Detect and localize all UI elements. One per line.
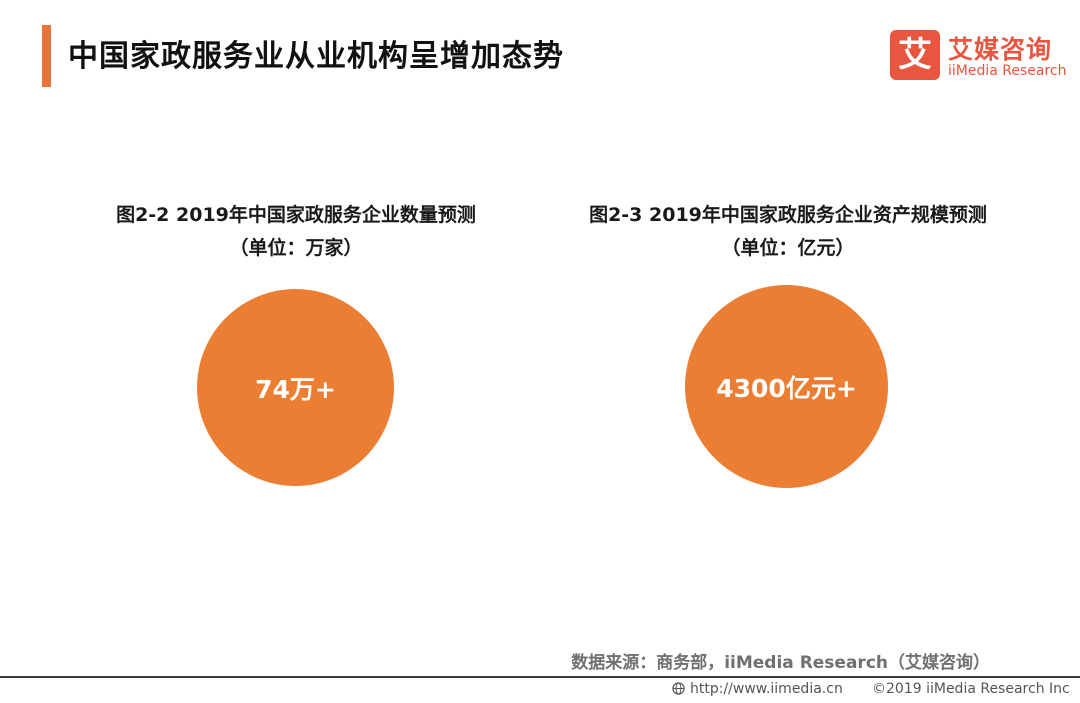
figure-title: 图2-3 2019年中国家政服务企业资产规模预测 — [589, 204, 987, 226]
bubble-enterprise-count: 74万+ — [197, 289, 394, 486]
logo-name-en: iiMedia Research — [948, 63, 1067, 79]
figure-enterprise-count: 图2-2 2019年中国家政服务企业数量预测 （单位：万家） — [66, 200, 526, 260]
brand-logo: 艾 艾媒咨询 iiMedia Research — [890, 30, 1067, 82]
page-title: 中国家政服务业从业机构呈增加态势 — [68, 39, 564, 74]
footer-url-text[interactable]: http://www.iimedia.cn — [690, 681, 843, 697]
footer-url[interactable]: http://www.iimedia.cn — [672, 681, 843, 697]
logo-mark-icon: 艾 — [890, 30, 940, 80]
figure-unit: （单位：亿元） — [721, 237, 855, 259]
figure-asset-scale: 图2-3 2019年中国家政服务企业资产规模预测 （单位：亿元） — [558, 200, 1018, 260]
bubble-value-label: 4300亿元+ — [716, 373, 857, 403]
figure-title: 图2-2 2019年中国家政服务企业数量预测 — [116, 204, 476, 226]
globe-icon — [672, 682, 685, 695]
bubble-value-label: 74万+ — [255, 374, 336, 404]
footer-copyright: ©2019 iiMedia Research Inc — [872, 681, 1070, 697]
title-accent-bar — [42, 25, 51, 87]
footer-divider — [0, 676, 1080, 678]
bubble-asset-scale: 4300亿元+ — [685, 285, 888, 488]
data-source: 数据来源：商务部，iiMedia Research（艾媒咨询） — [571, 653, 990, 673]
figure-unit: （单位：万家） — [229, 237, 363, 259]
logo-name-cn: 艾媒咨询 — [948, 35, 1053, 64]
